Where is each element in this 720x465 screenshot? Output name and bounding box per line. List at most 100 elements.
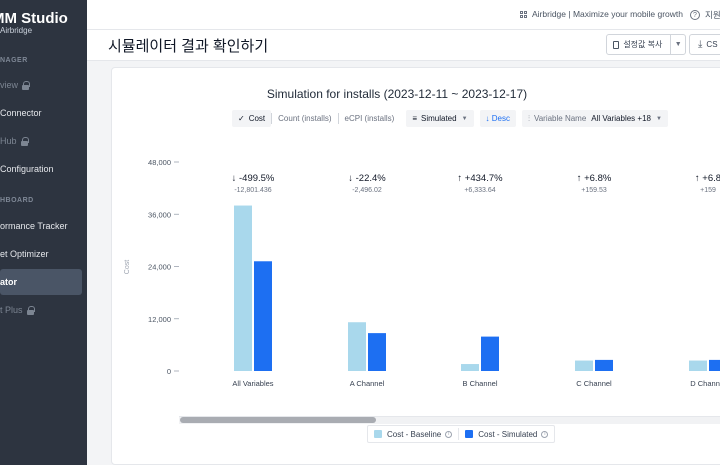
metric-tab-label: Count (installs) xyxy=(278,114,332,123)
filter-lines-icon: ≡ xyxy=(412,114,417,123)
metric-tab-label: Cost xyxy=(248,114,266,123)
y-axis-title: Cost xyxy=(124,260,131,274)
chart-card: Simulation for installs (2023-12-11 ~ 20… xyxy=(111,67,720,465)
metric-tab-label: eCPI (installs) xyxy=(344,114,395,123)
sidebar-item-budget-optimizer[interactable]: et Optimizer xyxy=(0,241,82,267)
x-tick-label: All Variables xyxy=(232,379,273,388)
copy-settings-label: 설정값 복사 xyxy=(623,40,663,49)
legend-item-simulated[interactable]: Cost - Simulated i xyxy=(459,425,554,443)
chart-filters: ✓ Cost Count (installs) eCPI (installs) … xyxy=(232,110,668,127)
sidebar-item-simulator[interactable]: ator xyxy=(0,269,82,295)
sidebar-item-label: Connector xyxy=(0,108,42,118)
brand-subtitle: Airbridge xyxy=(0,26,33,35)
change-diff-label: -2,496.02 xyxy=(352,187,382,194)
copy-settings-button[interactable]: 설정값 복사 ▼ xyxy=(606,34,686,55)
change-percent-label: ↓ -499.5% xyxy=(232,173,275,184)
bar-baseline xyxy=(689,360,707,371)
chevron-down-icon: ▼ xyxy=(655,115,662,122)
y-tick-label: 12,000 xyxy=(148,315,171,324)
horizontal-scrollbar-track[interactable] xyxy=(179,416,720,424)
change-diff-label: -12,801.436 xyxy=(234,187,271,194)
variable-value: All Variables +18 xyxy=(591,114,651,123)
sort-toggle[interactable]: ↓ Desc xyxy=(479,110,516,127)
variable-name-label: Variable Name xyxy=(533,114,587,123)
sidebar-item-label: t Plus xyxy=(0,305,23,315)
y-tick-label: 48,000 xyxy=(148,158,171,167)
airbridge-link[interactable]: Airbridge | Maximize your mobile growth xyxy=(520,9,683,19)
help-icon: ? xyxy=(690,10,700,20)
bar-simulated xyxy=(595,359,613,371)
sidebar: MM Studio Airbridge NAGER view Connector… xyxy=(0,0,87,465)
sidebar-item-configuration[interactable]: Configuration xyxy=(0,156,82,182)
info-icon: i xyxy=(445,430,453,438)
legend-swatch-simulated xyxy=(465,430,474,438)
bar-baseline xyxy=(348,322,366,371)
sidebar-item-connector[interactable]: Connector xyxy=(0,100,82,126)
horizontal-scrollbar-thumb[interactable] xyxy=(180,417,376,423)
sidebar-item-label: Configuration xyxy=(0,164,54,174)
bar-simulated xyxy=(368,333,386,371)
legend-label-baseline: Cost - Baseline xyxy=(387,429,442,439)
bar-simulated xyxy=(254,261,272,371)
bar-chart: 0 12,000 24,000 36,000 48,000 Cost All Variabl… xyxy=(124,158,720,388)
bar-baseline xyxy=(234,205,252,371)
lock-icon xyxy=(26,306,35,315)
download-csv-button[interactable]: ⤓ CS xyxy=(689,34,720,55)
download-icon: ⤓ xyxy=(698,39,703,50)
x-tick-label: B Channel xyxy=(462,379,497,388)
copy-icon xyxy=(613,40,620,49)
chevron-down-icon: ▼ xyxy=(461,115,468,122)
page-header: 시뮬레이터 결과 확인하기 설정값 복사 ▼ ⤓ CS xyxy=(87,30,720,61)
sort-label: ↓ Desc xyxy=(485,114,510,123)
check-icon: ✓ xyxy=(238,114,245,123)
sidebar-item-label: ormance Tracker xyxy=(0,221,68,231)
sidebar-section-manager: NAGER xyxy=(0,57,28,64)
info-icon: i xyxy=(541,430,549,438)
csv-label: CS xyxy=(706,40,718,49)
sidebar-item-label: view xyxy=(0,80,19,90)
legend-swatch-baseline xyxy=(374,430,382,438)
apps-grid-icon xyxy=(520,10,527,18)
bar-baseline xyxy=(575,360,593,371)
divider xyxy=(458,428,460,440)
change-percent-label: ↑ +434.7% xyxy=(457,173,503,184)
sidebar-item-hub[interactable]: Hub xyxy=(0,128,82,154)
legend-item-baseline[interactable]: Cost - Baseline i xyxy=(368,425,458,443)
sidebar-item-performance-tracker[interactable]: ormance Tracker xyxy=(0,213,82,239)
support-link[interactable]: ? 지원 xyxy=(690,9,720,21)
change-percent-label: ↑ +6.8% xyxy=(577,173,612,184)
metric-tab-cost[interactable]: ✓ Cost xyxy=(232,110,272,127)
legend-label-simulated: Cost - Simulated xyxy=(478,429,538,439)
chevron-down-icon[interactable]: ▼ xyxy=(670,35,685,54)
metric-tab-ecpi[interactable]: eCPI (installs) xyxy=(339,110,401,127)
bar-chart-icon: ⫶ xyxy=(527,113,530,123)
sidebar-item-view[interactable]: view xyxy=(0,72,82,98)
bar-simulated xyxy=(481,336,499,371)
mode-label: Simulated xyxy=(420,114,457,123)
bar-baseline xyxy=(461,364,479,371)
metric-tab-count[interactable]: Count (installs) xyxy=(272,110,337,127)
brand-title: MM Studio xyxy=(0,10,68,27)
change-diff-label: +159.53 xyxy=(581,187,607,194)
x-tick-label: C Channel xyxy=(576,379,612,388)
divider xyxy=(337,113,339,124)
bar-simulated xyxy=(709,359,720,371)
change-percent-label: ↓ -22.4% xyxy=(348,173,386,184)
change-diff-label: +6,333.64 xyxy=(464,187,495,194)
sidebar-item-label: Hub xyxy=(0,136,17,146)
y-tick-label: 0 xyxy=(167,367,171,376)
divider xyxy=(271,113,273,124)
x-tick-label: A Channel xyxy=(350,379,385,388)
lock-icon xyxy=(22,81,31,90)
y-tick-label: 36,000 xyxy=(148,210,171,219)
mode-dropdown[interactable]: ≡ Simulated ▼ xyxy=(406,110,474,127)
sidebar-item-label: et Optimizer xyxy=(0,249,49,259)
y-tick-label: 24,000 xyxy=(148,263,171,272)
chart-legend: Cost - Baseline i Cost - Simulated i xyxy=(367,425,556,443)
page-title: 시뮬레이터 결과 확인하기 xyxy=(108,38,269,55)
change-percent-label: ↑ +6.8 xyxy=(695,173,720,184)
sidebar-item-plus[interactable]: t Plus xyxy=(0,297,82,323)
variable-dropdown[interactable]: ⫶ Variable Name All Variables +18 ▼ xyxy=(521,110,668,127)
x-tick-label: D Channel xyxy=(690,379,720,388)
support-label: 지원 xyxy=(705,10,720,20)
